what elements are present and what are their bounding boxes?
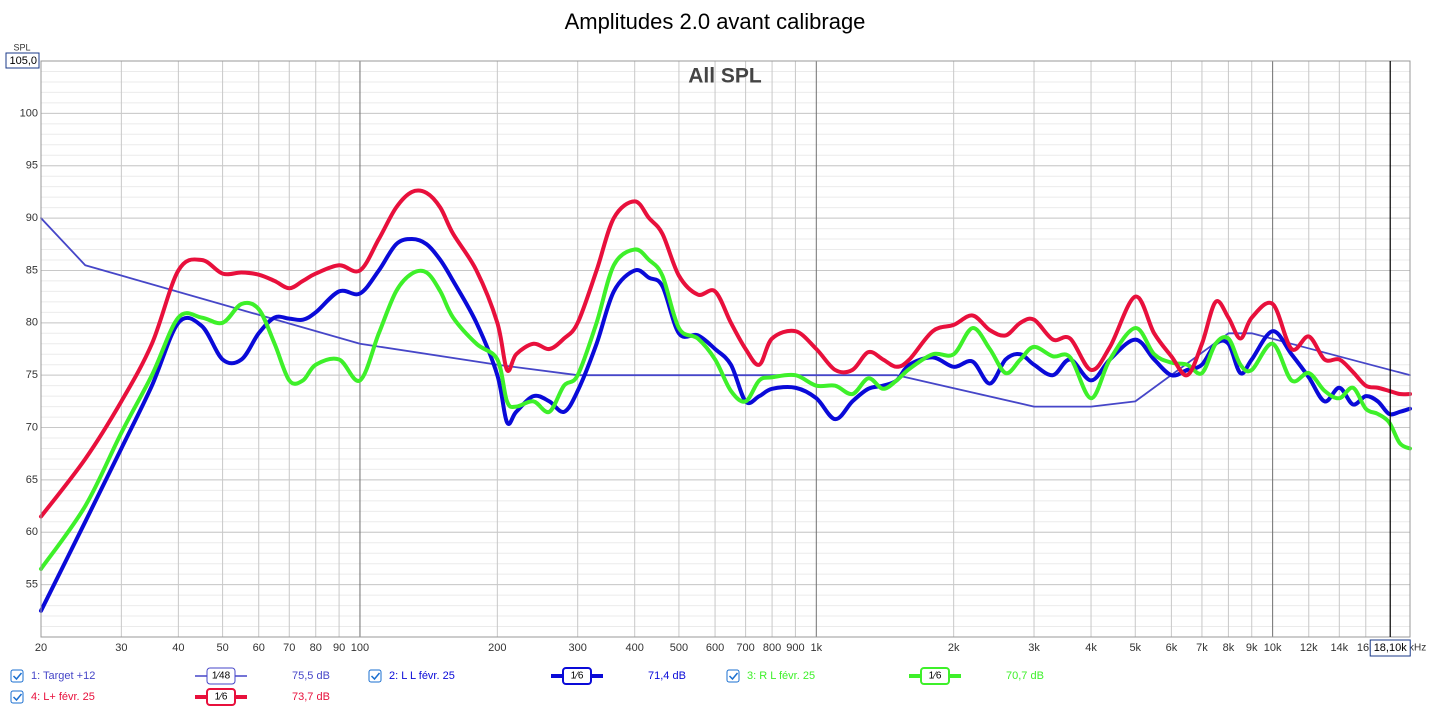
cursor-y-label: 105,0 xyxy=(9,55,37,67)
x-tick-label: 2k xyxy=(948,642,960,654)
x-tick-label: 600 xyxy=(706,642,724,654)
x-tick-label: 900 xyxy=(786,642,804,654)
y-tick-label: 55 xyxy=(26,579,38,591)
annotation: All SPL xyxy=(688,65,762,88)
smoothing-label: 1⁄6 xyxy=(571,671,584,682)
x-tick-label: 500 xyxy=(670,642,688,654)
smoothing-label: 1⁄48 xyxy=(212,671,231,682)
x-tick-label: 50 xyxy=(216,642,228,654)
legend-value: 70,7 dB xyxy=(1006,670,1044,682)
legend-label: 2: L L févr. 25 xyxy=(389,670,455,682)
legend-item: 2: L L févr. 25 1⁄6 71,4 dB xyxy=(368,667,686,685)
series-line xyxy=(39,247,1412,571)
x-tick-label: 3k xyxy=(1028,642,1040,654)
x-tick-label: 100 xyxy=(351,642,369,654)
y-tick-label: 75 xyxy=(26,369,38,381)
legend-check xyxy=(370,672,381,681)
x-tick-label: 300 xyxy=(569,642,587,654)
legend-check xyxy=(12,693,23,702)
x-tick-label: 60 xyxy=(253,642,265,654)
legend: 1: Target +12 1⁄48 75,5 dB 2: L L févr. 25 1… xyxy=(10,667,1044,706)
legend-value: 75,5 dB xyxy=(292,670,330,682)
legend-item: 4: L+ févr. 25 1⁄6 73,7 dB xyxy=(10,688,330,706)
x-tick-label: 1k xyxy=(810,642,822,654)
x-tick-label: 5k xyxy=(1129,642,1141,654)
x-tick-label: 12k xyxy=(1300,642,1318,654)
legend-label: 1: Target +12 xyxy=(31,670,95,682)
legend-item: 3: R L févr. 25 1⁄6 70,7 dB xyxy=(726,667,1044,685)
x-tick-label: 700 xyxy=(736,642,754,654)
x-tick-label: 200 xyxy=(488,642,506,654)
legend-check xyxy=(12,672,23,681)
x-tick-label: 80 xyxy=(310,642,322,654)
y-tick-label: 85 xyxy=(26,264,38,276)
legend-checkbox[interactable] xyxy=(726,669,740,683)
series-line xyxy=(39,237,1412,613)
x-axis-label: kHz xyxy=(1409,643,1426,654)
series-line xyxy=(39,188,1412,519)
legend-label: 4: L+ févr. 25 xyxy=(31,691,95,703)
x-tick-label: 70 xyxy=(283,642,295,654)
x-tick-label: 90 xyxy=(333,642,345,654)
y-tick-label: 60 xyxy=(26,526,38,538)
y-tick-label: 90 xyxy=(26,212,38,224)
legend-checkbox[interactable] xyxy=(10,690,24,704)
x-tick-label: 400 xyxy=(626,642,644,654)
legend-check xyxy=(728,672,739,681)
smoothing-box[interactable] xyxy=(920,667,950,685)
legend-label: 3: R L févr. 25 xyxy=(747,670,815,682)
x-tick-label: 20 xyxy=(35,642,47,654)
smoothing-label: 1⁄6 xyxy=(215,692,228,703)
x-tick-label: 8k xyxy=(1223,642,1235,654)
y-tick-label: 95 xyxy=(26,160,38,172)
chart-title: Amplitudes 2.0 avant calibrage xyxy=(565,9,866,34)
smoothing-box[interactable] xyxy=(206,667,236,685)
legend-item: 1: Target +12 1⁄48 75,5 dB xyxy=(10,667,330,685)
x-tick-label: 4k xyxy=(1085,642,1097,654)
x-tick-label: 40 xyxy=(172,642,184,654)
x-tick-label: 6k xyxy=(1166,642,1178,654)
x-tick-label: 30 xyxy=(115,642,127,654)
axes: 55 60 65 70 75 80 85 90 95 100 20 30 40 50 60 70 80 90 100… xyxy=(5,52,1426,657)
y-axis-label: SPL xyxy=(13,42,30,52)
cursor-x-box xyxy=(1369,639,1411,657)
x-tick-label: 800 xyxy=(763,642,781,654)
cursor-y-box xyxy=(5,52,40,69)
series-line xyxy=(40,217,1411,408)
y-tick-label: 70 xyxy=(26,421,38,433)
x-tick-label: 7k xyxy=(1196,642,1208,654)
x-tick-label: 10k xyxy=(1264,642,1282,654)
smoothing-box[interactable] xyxy=(562,667,592,685)
smoothing-box[interactable] xyxy=(206,688,236,706)
grid xyxy=(40,61,1410,638)
legend-checkbox[interactable] xyxy=(368,669,382,683)
x-tick-label: 9k xyxy=(1246,642,1258,654)
plot-frame xyxy=(40,60,1411,638)
y-tick-label: 65 xyxy=(26,474,38,486)
smoothing-label: 1⁄6 xyxy=(929,671,942,682)
legend-value: 73,7 dB xyxy=(292,691,330,703)
legend-checkbox[interactable] xyxy=(10,669,24,683)
y-tick-label: 80 xyxy=(26,317,38,329)
y-tick-label: 100 xyxy=(20,107,38,119)
cursor-x-label: 18,10k xyxy=(1374,642,1408,654)
legend-value: 71,4 dB xyxy=(648,670,686,682)
plot-lines xyxy=(39,188,1412,613)
x-tick-label: 14k xyxy=(1330,642,1348,654)
